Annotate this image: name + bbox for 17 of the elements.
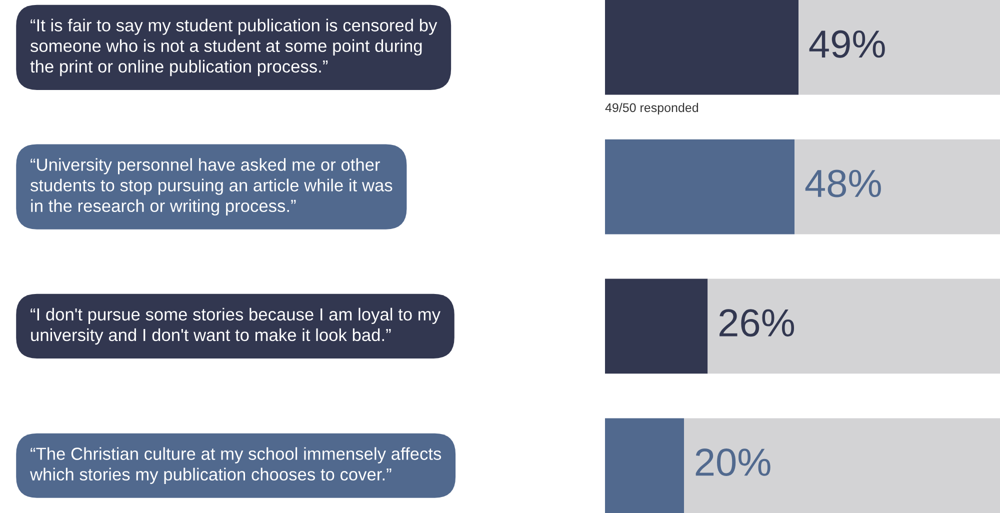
bar [798, 0, 1000, 95]
y-tick-label: “I don't pursue some stories because I am loyal to my university and I don't want to make it look bad.” [30, 308, 440, 345]
bar [708, 278, 1000, 374]
data-label: 26% [720, 309, 794, 337]
data-label: 20% [696, 448, 770, 476]
y-tick-label: “The Christian culture at my school immensely affects which stories my publication chooses to cover.” [30, 447, 442, 484]
data-label: 49% [809, 30, 885, 58]
bar [605, 278, 708, 374]
y-tick-label: “University personnel have asked me or other students to stop pursuing an article while it was in the research or writing process.” [30, 158, 392, 216]
bar [794, 139, 1000, 234]
data-label: 48% [805, 170, 881, 198]
bar [605, 139, 795, 234]
bar [605, 418, 684, 513]
bar [605, 0, 799, 95]
annotation: 49/50 responded [605, 102, 698, 115]
y-tick-label: “It is fair to say my student publication is censored by someone who is not a student at some point during the print or online publication process.” [30, 18, 438, 76]
bar [684, 418, 1000, 513]
